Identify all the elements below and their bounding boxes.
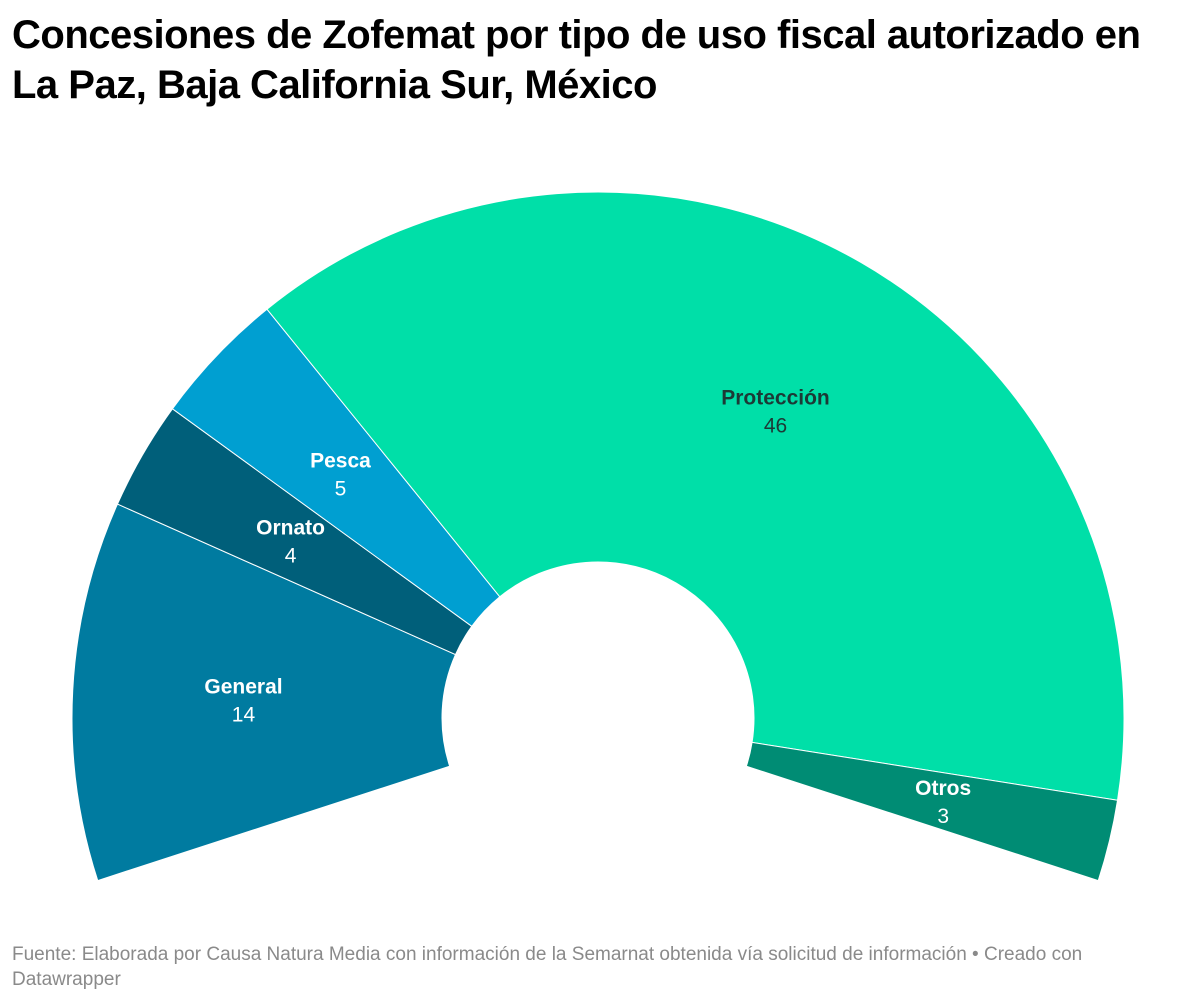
slice-protecci-n — [266, 191, 1125, 801]
chart-title: Concesiones de Zofemat por tipo de uso f… — [12, 13, 1141, 107]
slice-label-ornato: Ornato — [256, 517, 325, 540]
source-note: Fuente: Elaborada por Causa Natura Media… — [12, 944, 1083, 990]
slice-label-pesca: Pesca — [310, 450, 371, 473]
slice-label-protecci-n: Protección — [721, 387, 830, 410]
slice-general — [71, 503, 457, 882]
slice-value-ornato: 4 — [285, 545, 297, 568]
half-donut-chart: General 14 Ornato 4 Pesca 5 Protección 46 Otros 3 — [71, 191, 1125, 882]
slice-value-pesca: 5 — [335, 478, 347, 501]
slice-value-general: 14 — [232, 703, 256, 726]
slice-label-otros: Otros — [915, 777, 971, 800]
slice-value-otros: 3 — [937, 805, 949, 828]
slice-value-protecci-n: 46 — [764, 415, 787, 438]
slice-label-general: General — [204, 675, 282, 698]
slice-otros — [745, 741, 1119, 882]
